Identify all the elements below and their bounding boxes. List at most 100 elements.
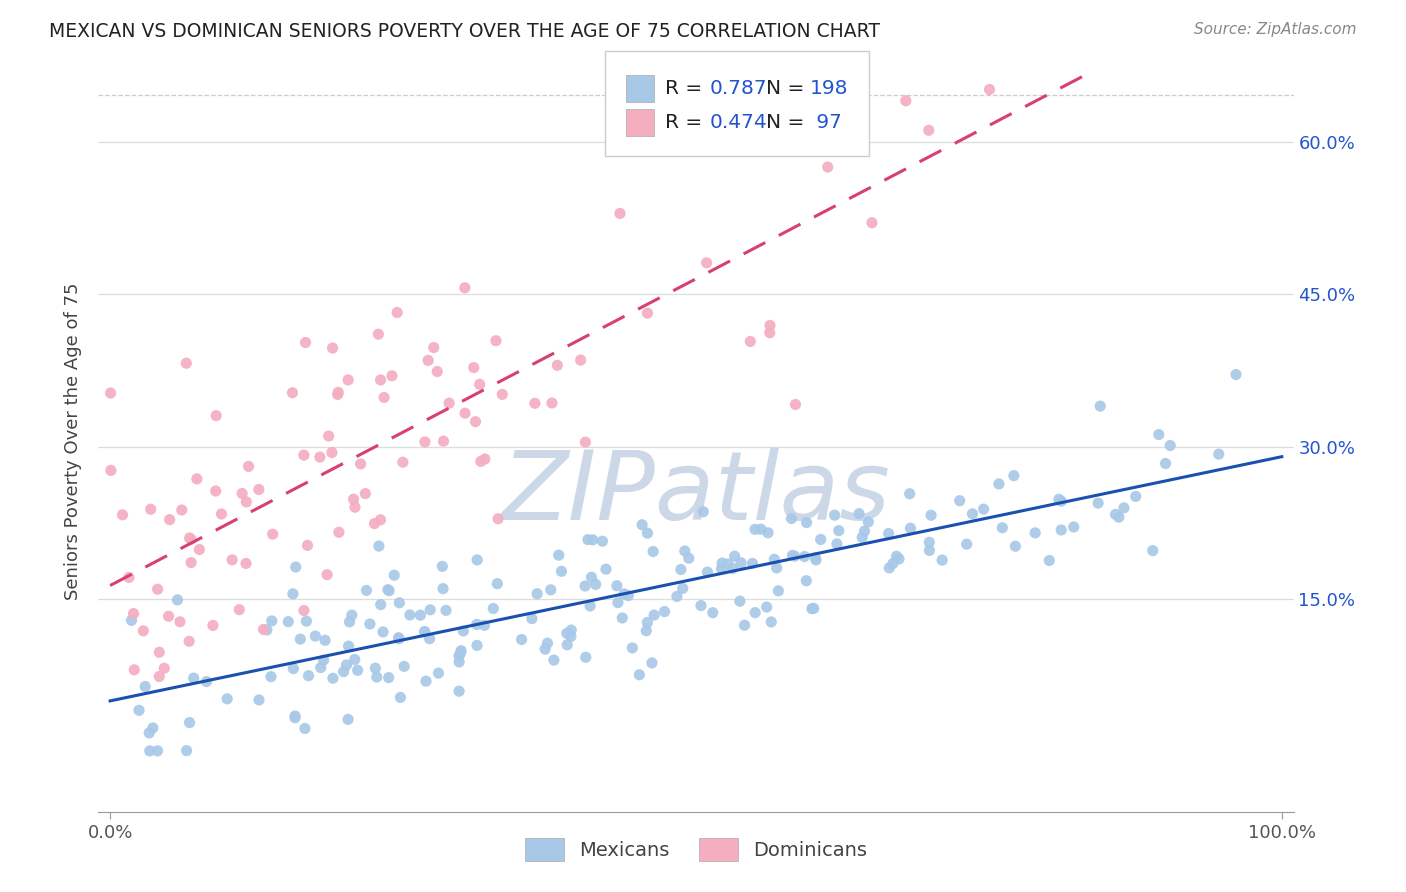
Point [696, 565, 718, 579]
Point [343, 652, 366, 666]
Point [606, 579, 628, 593]
Point [783, 549, 806, 563]
Point [591, 534, 613, 549]
Point [281, 587, 304, 601]
Point [485, 334, 508, 348]
Point [292, 603, 315, 617]
Point [987, 477, 1010, 491]
Point [413, 434, 436, 449]
Point [643, 608, 665, 623]
Point [949, 493, 972, 508]
Point [432, 582, 454, 596]
Point [342, 492, 364, 507]
Point [195, 674, 218, 689]
Point [118, 570, 141, 584]
Point [793, 549, 815, 564]
Point [673, 544, 696, 558]
Point [413, 624, 436, 639]
Point [1047, 492, 1070, 507]
Point [574, 579, 596, 593]
Point [389, 690, 412, 705]
Point [721, 561, 744, 575]
Point [898, 487, 921, 501]
Point [454, 281, 477, 295]
Point [678, 551, 700, 566]
Point [356, 583, 378, 598]
Point [581, 570, 603, 584]
Point [392, 659, 415, 673]
Point [179, 634, 201, 648]
Point [134, 680, 156, 694]
Point [1063, 520, 1085, 534]
Point [918, 123, 941, 137]
Point [314, 633, 336, 648]
Text: ZIPatlas: ZIPatlas [502, 447, 890, 540]
Point [796, 516, 818, 530]
Point [228, 602, 250, 616]
Point [419, 632, 441, 646]
Point [560, 623, 582, 637]
Point [111, 508, 134, 522]
Point [817, 160, 839, 174]
Point [523, 396, 546, 410]
Point [758, 326, 780, 340]
Point [918, 535, 941, 549]
Point [235, 495, 257, 509]
Point [665, 590, 688, 604]
Text: N =: N = [766, 78, 811, 98]
Point [138, 726, 160, 740]
Point [973, 502, 995, 516]
Text: 0.474: 0.474 [710, 112, 768, 132]
Point [371, 624, 394, 639]
Point [166, 593, 188, 607]
Point [432, 434, 454, 449]
Point [636, 624, 658, 638]
Point [759, 318, 782, 333]
Point [465, 617, 488, 632]
Point [711, 556, 734, 570]
Point [148, 669, 170, 683]
Point [575, 650, 598, 665]
Point [543, 653, 565, 667]
Point [582, 533, 605, 547]
Point [294, 722, 316, 736]
Point [284, 709, 307, 723]
Point [886, 549, 908, 564]
Point [312, 653, 335, 667]
Point [1004, 539, 1026, 553]
Point [1159, 438, 1181, 452]
Point [142, 721, 165, 735]
Point [465, 553, 488, 567]
Point [1050, 494, 1073, 508]
Point [415, 674, 437, 689]
Point [388, 596, 411, 610]
Point [170, 503, 193, 517]
Point [174, 356, 197, 370]
Point [364, 661, 387, 675]
Point [824, 508, 846, 523]
Point [749, 522, 772, 536]
Point [1112, 500, 1135, 515]
Point [804, 553, 827, 567]
Point [332, 665, 354, 679]
Point [283, 662, 305, 676]
Point [643, 544, 665, 558]
Point [337, 373, 360, 387]
Point [621, 640, 644, 655]
Point [337, 639, 360, 653]
Point [574, 435, 596, 450]
Point [419, 603, 441, 617]
Point [782, 549, 804, 563]
Point [672, 582, 695, 596]
Point [388, 632, 411, 646]
Point [825, 537, 848, 551]
Point [763, 552, 786, 566]
Point [295, 614, 318, 628]
Point [569, 353, 592, 368]
Point [609, 206, 631, 220]
Text: 97: 97 [810, 112, 842, 132]
Point [613, 587, 636, 601]
Point [717, 557, 740, 571]
Point [354, 486, 377, 500]
Point [128, 703, 150, 717]
